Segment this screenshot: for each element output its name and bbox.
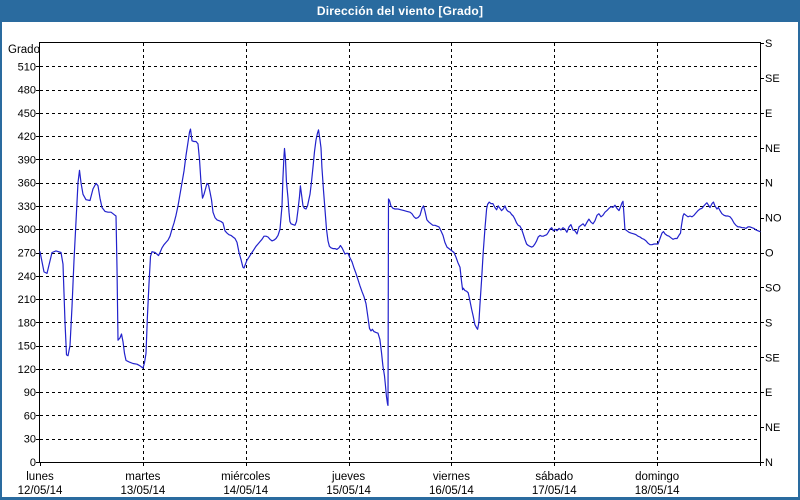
x-day-label: jueves xyxy=(331,471,365,483)
x-day-label: domingo xyxy=(635,471,679,483)
y-left-tick-label: 420 xyxy=(18,131,36,143)
plot-border xyxy=(39,42,761,463)
y-right-tick-label: NO xyxy=(765,213,782,225)
axes xyxy=(36,42,764,466)
y-left-tick-label: 330 xyxy=(18,201,36,213)
y-right-tick-label: NE xyxy=(765,422,780,434)
y-left-tick-label: 270 xyxy=(18,248,36,260)
page-title: Dirección del viento [Grado] xyxy=(316,4,484,18)
y-left-tick-label: 390 xyxy=(18,154,36,166)
x-date-label: 17/05/14 xyxy=(532,485,577,497)
y-right-tick-label: SE xyxy=(765,73,780,85)
x-date-label: 13/05/14 xyxy=(120,485,165,497)
y-left-tick-label: 0 xyxy=(30,457,36,469)
y-left-tick-label: 240 xyxy=(18,271,36,283)
y-right-tick-label: O xyxy=(765,248,774,260)
y-right-tick-label: N xyxy=(765,178,773,190)
gridlines xyxy=(40,43,760,462)
x-date-label: 18/05/14 xyxy=(635,485,680,497)
y-left-tick-label: 90 xyxy=(24,387,36,399)
y-right-tick-label: E xyxy=(765,387,772,399)
x-date-label: 16/05/14 xyxy=(429,485,474,497)
x-day-label: martes xyxy=(125,471,160,483)
wind-direction-line xyxy=(39,128,761,406)
y-right-tick-label: E xyxy=(765,108,772,120)
y-axis-caption: Grado xyxy=(8,44,40,56)
y-right-tick-label: SO xyxy=(765,282,781,294)
window-title-bar: Dirección del viento [Grado] xyxy=(0,0,800,22)
y-left-tick-label: 120 xyxy=(18,364,36,376)
y-right-tick-label: NE xyxy=(765,143,780,155)
y-left-tick-label: 480 xyxy=(18,85,36,97)
x-day-label: viernes xyxy=(433,471,470,483)
y-left-tick-label: 300 xyxy=(18,224,36,236)
x-day-label: miércoles xyxy=(221,471,270,483)
x-date-label: 15/05/14 xyxy=(326,485,371,497)
y-right-tick-label: N xyxy=(765,457,773,469)
x-date-label: 14/05/14 xyxy=(223,485,268,497)
y-left-tick-label: 150 xyxy=(18,341,36,353)
y-left-tick-label: 210 xyxy=(18,294,36,306)
x-date-label: 12/05/14 xyxy=(18,485,63,497)
x-day-label: sábado xyxy=(535,471,573,483)
x-day-label: lunes xyxy=(26,471,54,483)
y-left-tick-label: 180 xyxy=(18,317,36,329)
axis-labels: 0 30 60 90 120 150 180 210 240 270 300 330 360 390 420… xyxy=(8,38,782,497)
y-right-tick-label: S xyxy=(765,317,772,329)
y-left-tick-label: 30 xyxy=(24,434,36,446)
y-left-tick-label: 450 xyxy=(18,108,36,120)
y-right-tick-label: S xyxy=(765,38,772,50)
y-left-tick-label: 510 xyxy=(18,61,36,73)
y-left-tick-label: 360 xyxy=(18,178,36,190)
y-left-tick-label: 60 xyxy=(24,410,36,422)
y-right-tick-label: SE xyxy=(765,352,780,364)
